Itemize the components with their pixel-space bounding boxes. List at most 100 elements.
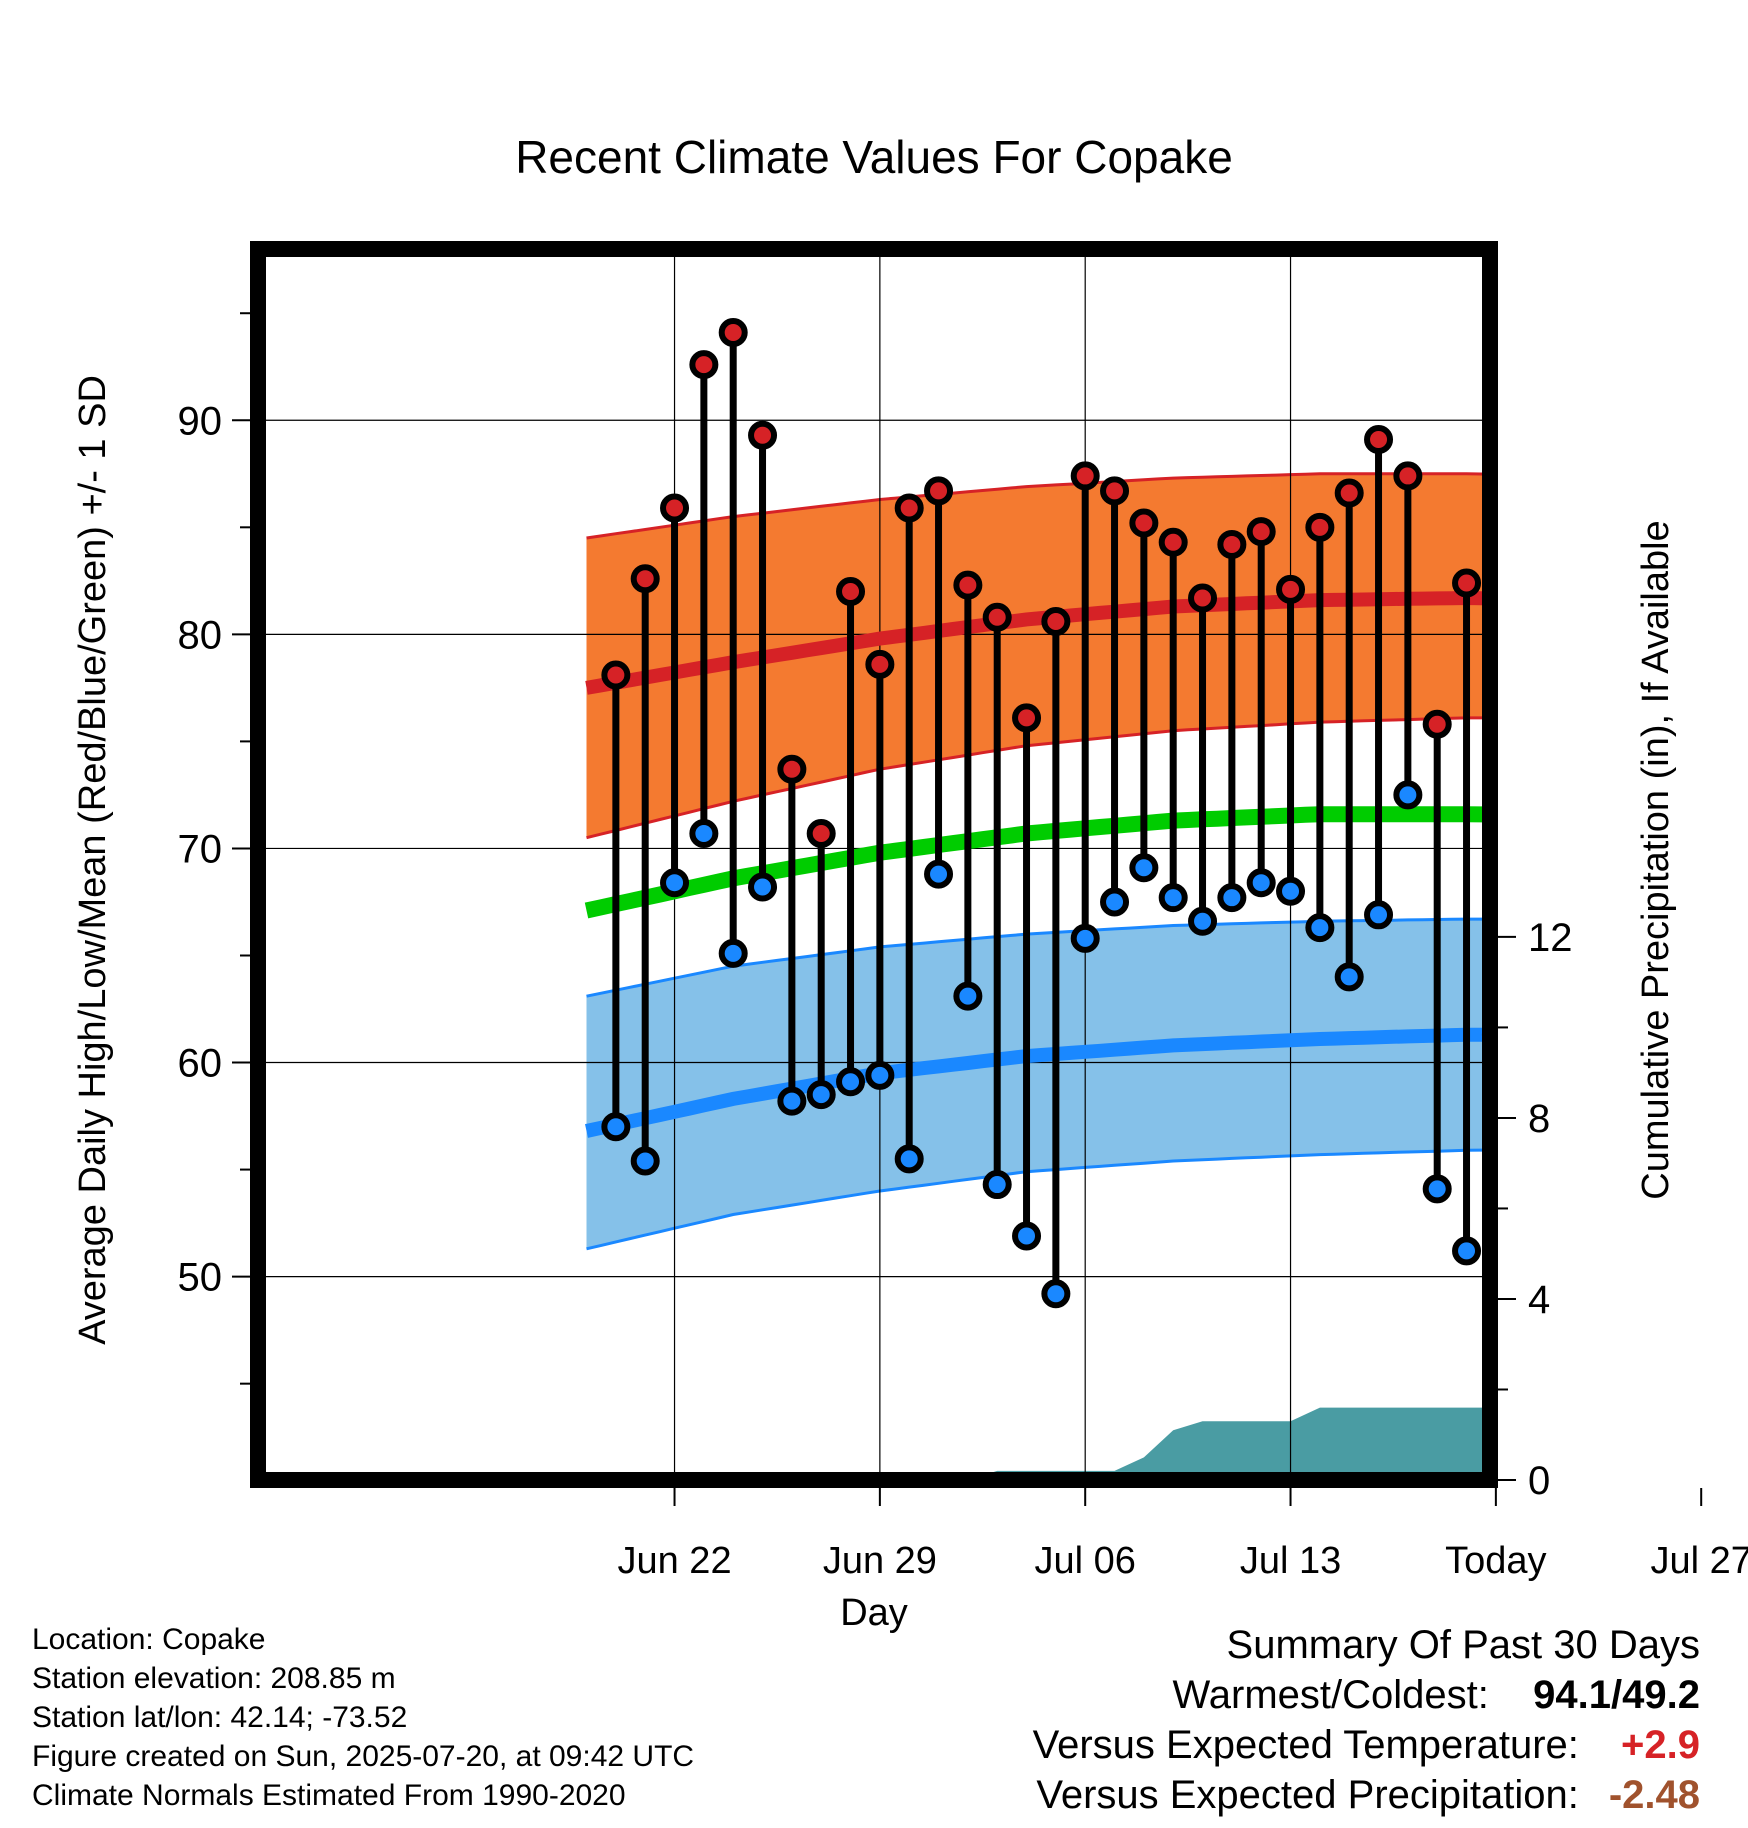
plot-frame (250, 241, 1498, 1488)
daily-low-marker (1188, 906, 1218, 936)
daily-low-marker (1158, 883, 1188, 913)
summary-temp-row: Versus Expected Temperature: +2.9 (1033, 1720, 1700, 1770)
y-tick-label: 60 (178, 1042, 223, 1086)
summary-panel: Summary Of Past 30 Days Warmest/Coldest:… (1033, 1620, 1700, 1820)
daily-low-marker (630, 1146, 660, 1176)
daily-low-marker (601, 1112, 631, 1142)
daily-low-marker (865, 1060, 895, 1090)
daily-high-marker (1276, 574, 1306, 604)
chart-title: Recent Climate Values For Copake (515, 131, 1233, 183)
precip-value: -2.48 (1608, 1773, 1700, 1817)
y-axis-label-right: Cumulative Precipitation (in), If Availa… (1635, 520, 1677, 1199)
low-sd-lower-line (586, 1148, 1490, 1251)
high-sd-value: ±5.8°F (1514, 540, 1620, 581)
daily-low-marker (1129, 853, 1159, 883)
elevation-text: Station elevation: 208.85 m (32, 1662, 396, 1695)
precipitation-area (586, 1407, 1490, 1480)
daily-high-marker (601, 660, 631, 690)
created-text: Figure created on Sun, 2025-07-20, at 09… (32, 1740, 695, 1773)
daily-low-marker (1070, 923, 1100, 953)
daily-low-marker (748, 872, 778, 902)
daily-high-marker (1334, 478, 1364, 508)
daily-low-marker (1452, 1236, 1482, 1266)
daily-high-marker (1452, 568, 1482, 598)
daily-low-marker (1334, 962, 1364, 992)
location-text: Location: Copake (32, 1623, 266, 1656)
y-axis-label: Average Daily High/Low/Mean (Red/Blue/Gr… (72, 375, 114, 1345)
y-right-tick-label: 0 (1528, 1459, 1550, 1503)
daily-low-marker (1276, 876, 1306, 906)
x-tick-label: Jul 27 (1650, 1540, 1748, 1582)
daily-high-marker (1188, 583, 1218, 613)
daily-low-marker (1041, 1279, 1071, 1309)
x-axis-label: Day (840, 1592, 908, 1634)
today-days-label: 30 (1516, 1384, 1558, 1426)
daily-high-marker (1305, 512, 1335, 542)
warmest-label: Warmest/Coldest: (1172, 1673, 1489, 1717)
x-tick-label: Jul 06 (1034, 1540, 1135, 1582)
low-sd-value: ±5.5°F (1514, 974, 1620, 1015)
low-avg-label: Avg: (1514, 1057, 1593, 1098)
temp-label: Versus Expected Temperature: (1032, 1723, 1579, 1767)
x-tick-label: Jun 29 (823, 1540, 937, 1582)
daily-high-marker (1100, 476, 1130, 506)
low-avg-line (585, 1027, 1490, 1138)
daily-low-marker (953, 981, 983, 1011)
daily-high-marker (1070, 461, 1100, 491)
temp-value: +2.9 (1621, 1723, 1700, 1767)
summary-precip-row: Versus Expected Precipitation: -2.48 (1033, 1770, 1700, 1820)
y-right-tick-label: 4 (1528, 1278, 1550, 1322)
daily-low-marker (1217, 883, 1247, 913)
daily-high-marker (924, 476, 954, 506)
daily-high-marker (1158, 527, 1188, 557)
x-tick-label: Today (1445, 1540, 1546, 1582)
warmest-value: 94.1/49.2 (1533, 1673, 1700, 1717)
daily-low-marker (1100, 887, 1130, 917)
daily-high-marker (1422, 709, 1452, 739)
high-avg-label: Avg: (1514, 623, 1593, 664)
low-sd-upper-line (586, 917, 1490, 998)
daily-low-marker (836, 1067, 866, 1097)
daily-low-marker (1305, 913, 1335, 943)
daily-high-marker (1129, 508, 1159, 538)
daily-high-marker (1364, 425, 1394, 455)
latlon-text: Station lat/lon: 42.14; -73.52 (32, 1701, 408, 1734)
daily-high-marker (894, 493, 924, 523)
summary-heading: Summary Of Past 30 Days (1226, 1623, 1700, 1667)
low-sd-band (586, 919, 1490, 1249)
summary-warmest-row: Warmest/Coldest: 94.1/49.2 (1033, 1670, 1701, 1720)
daily-low-marker (894, 1144, 924, 1174)
daily-low-marker (924, 859, 954, 889)
daily-high-marker (718, 317, 748, 347)
daily-high-marker (777, 754, 807, 784)
daily-high-marker (806, 818, 836, 848)
daily-low-marker (660, 868, 690, 898)
daily-high-marker (660, 493, 690, 523)
high-sd-label: 1 SD: (1514, 495, 1606, 536)
daily-low-marker (1012, 1221, 1042, 1251)
y-tick-label: 70 (178, 827, 223, 871)
daily-low-marker (777, 1086, 807, 1116)
daily-low-marker (1364, 900, 1394, 930)
y-tick-label: 90 (178, 399, 223, 443)
daily-high-marker (748, 420, 778, 450)
daily-high-marker (630, 564, 660, 594)
x-tick-label: Jul 13 (1240, 1540, 1341, 1582)
daily-high-marker (1012, 703, 1042, 733)
daily-high-marker (982, 602, 1012, 632)
y-tick-label: 50 (178, 1256, 223, 1300)
y-tick-label: 80 (178, 613, 223, 657)
daily-high-marker (1246, 517, 1276, 547)
daily-high-marker (865, 649, 895, 679)
normals-text: Climate Normals Estimated From 1990-2020 (32, 1779, 626, 1812)
daily-low-marker (982, 1170, 1012, 1200)
daily-high-marker (953, 570, 983, 600)
high-avg-value: 81.7°F (1514, 667, 1620, 708)
y-right-tick-label: 8 (1528, 1097, 1550, 1141)
station-info: Location: Copake Station elevation: 208.… (32, 1620, 694, 1815)
y-right-tick-label: 12 (1528, 916, 1573, 960)
daily-high-marker (1217, 529, 1247, 559)
precip-label: Versus Expected Precipitation: (1036, 1773, 1579, 1817)
